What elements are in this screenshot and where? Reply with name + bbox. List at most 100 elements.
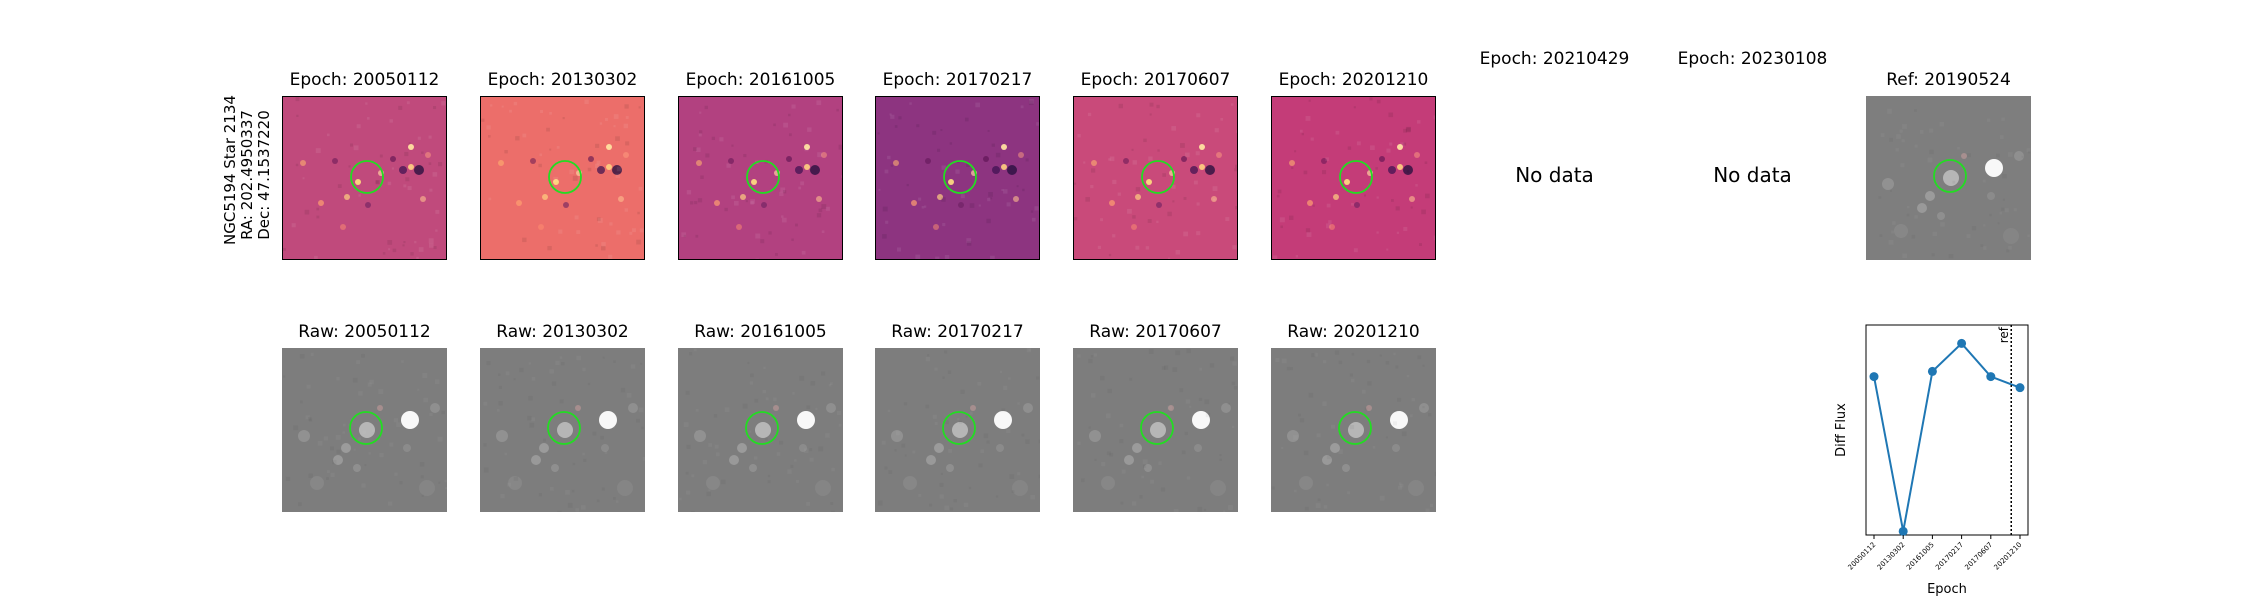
source-blob [1135,194,1141,200]
star-name: NGC5194 Star 2134 [221,95,239,245]
raw-image-panel [1271,348,1436,512]
target-circle [943,160,977,194]
source-blob [414,165,424,175]
source-blob [377,405,383,411]
raw-image-panel [282,348,447,512]
source-blob [1882,178,1894,190]
source-blob [1348,422,1364,438]
source-blob [1397,144,1403,150]
source-blob [925,158,931,164]
raw-panel-title: Raw: 20161005 [694,322,827,342]
diff-panel-title: Epoch: 20170607 [1080,70,1231,90]
source-blob [340,224,346,230]
source-blob [575,405,581,411]
source-blob [755,422,771,438]
source-blob [740,194,746,200]
source-blob [508,476,522,490]
source-blob [1379,156,1385,162]
source-blob [958,202,964,208]
source-blob [353,464,361,472]
source-blob [891,430,903,442]
raw-image-panel [875,348,1040,512]
no-data-text: No data [1713,163,1792,187]
source-blob [399,166,407,174]
x-tick-label: 20130302 [1876,541,1907,572]
source-blob [737,443,747,453]
source-blob [333,455,343,465]
x-tick-label: 20161005 [1905,541,1936,572]
source-blob [826,403,836,413]
star-ra: RA: 202.4950337 [238,110,256,240]
source-blob [1390,411,1408,429]
source-blob [425,152,431,158]
target-circle [548,160,582,194]
source-blob [696,160,702,166]
star-info-label: NGC5194 Star 2134 RA: 202.4950337 Dec: 4… [221,95,273,245]
source-blob [332,158,338,164]
source-blob [1414,152,1420,158]
raw-image-panel [1073,348,1238,512]
source-blob [1013,196,1019,202]
source-blob [1917,203,1927,213]
source-blob [1007,165,1017,175]
source-blob [816,196,822,202]
target-circle [547,411,581,445]
source-blob [1150,422,1166,438]
source-blob [1091,160,1097,166]
source-blob [298,430,310,442]
source-blob [1199,164,1205,170]
source-blob [618,196,624,202]
source-blob [795,166,803,174]
source-blob [551,464,559,472]
data-point [1957,338,1967,348]
difference-image-panel [282,96,447,260]
x-tick-label: 20170217 [1934,541,1965,572]
difference-image-panel [678,96,843,260]
source-blob [804,164,810,170]
source-blob [553,179,559,185]
source-blob [1181,156,1187,162]
source-blob [933,224,939,230]
source-blob [706,476,720,490]
source-blob [530,158,536,164]
source-blob [557,422,573,438]
diff-panel-title: Epoch: 20170217 [882,70,1033,90]
source-blob [946,464,954,472]
source-blob [365,202,371,208]
source-blob [539,443,549,453]
source-blob [355,179,361,185]
y-axis-label: Diff Flux [1834,403,1849,457]
target-circle [1141,160,1175,194]
diff-panel-title: Epoch: 20050112 [289,70,440,90]
source-blob [1894,224,1908,238]
source-blob [761,202,767,208]
source-blob [538,224,544,230]
reference-image-panel [1866,96,2031,260]
source-blob [1287,430,1299,442]
diff-panel-title: Epoch: 20230108 [1677,49,1828,69]
source-blob [1397,164,1403,170]
difference-image-panel [1271,96,1436,260]
data-point [1898,526,1908,536]
source-blob [1354,202,1360,208]
diff-panel-title: Epoch: 20201210 [1278,70,1429,90]
source-blob [310,476,324,490]
raw-panel-title: Raw: 20130302 [496,322,629,342]
source-blob [531,455,541,465]
source-blob [420,196,426,202]
raw-panel-title: Raw: 20201210 [1287,322,1420,342]
source-blob [937,194,943,200]
source-blob [623,152,629,158]
target-circle [1339,160,1373,194]
source-blob [893,160,899,166]
x-tick-label: 20201210 [1993,541,2024,572]
plot-frame [1865,324,2029,536]
source-blob [341,443,351,453]
source-blob [1388,166,1396,174]
raw-panel-title: Raw: 20050112 [298,322,431,342]
data-point [1986,372,1996,382]
source-blob [996,444,1004,452]
target-circle [349,411,383,445]
source-blob [815,480,831,496]
source-blob [1985,159,2003,177]
